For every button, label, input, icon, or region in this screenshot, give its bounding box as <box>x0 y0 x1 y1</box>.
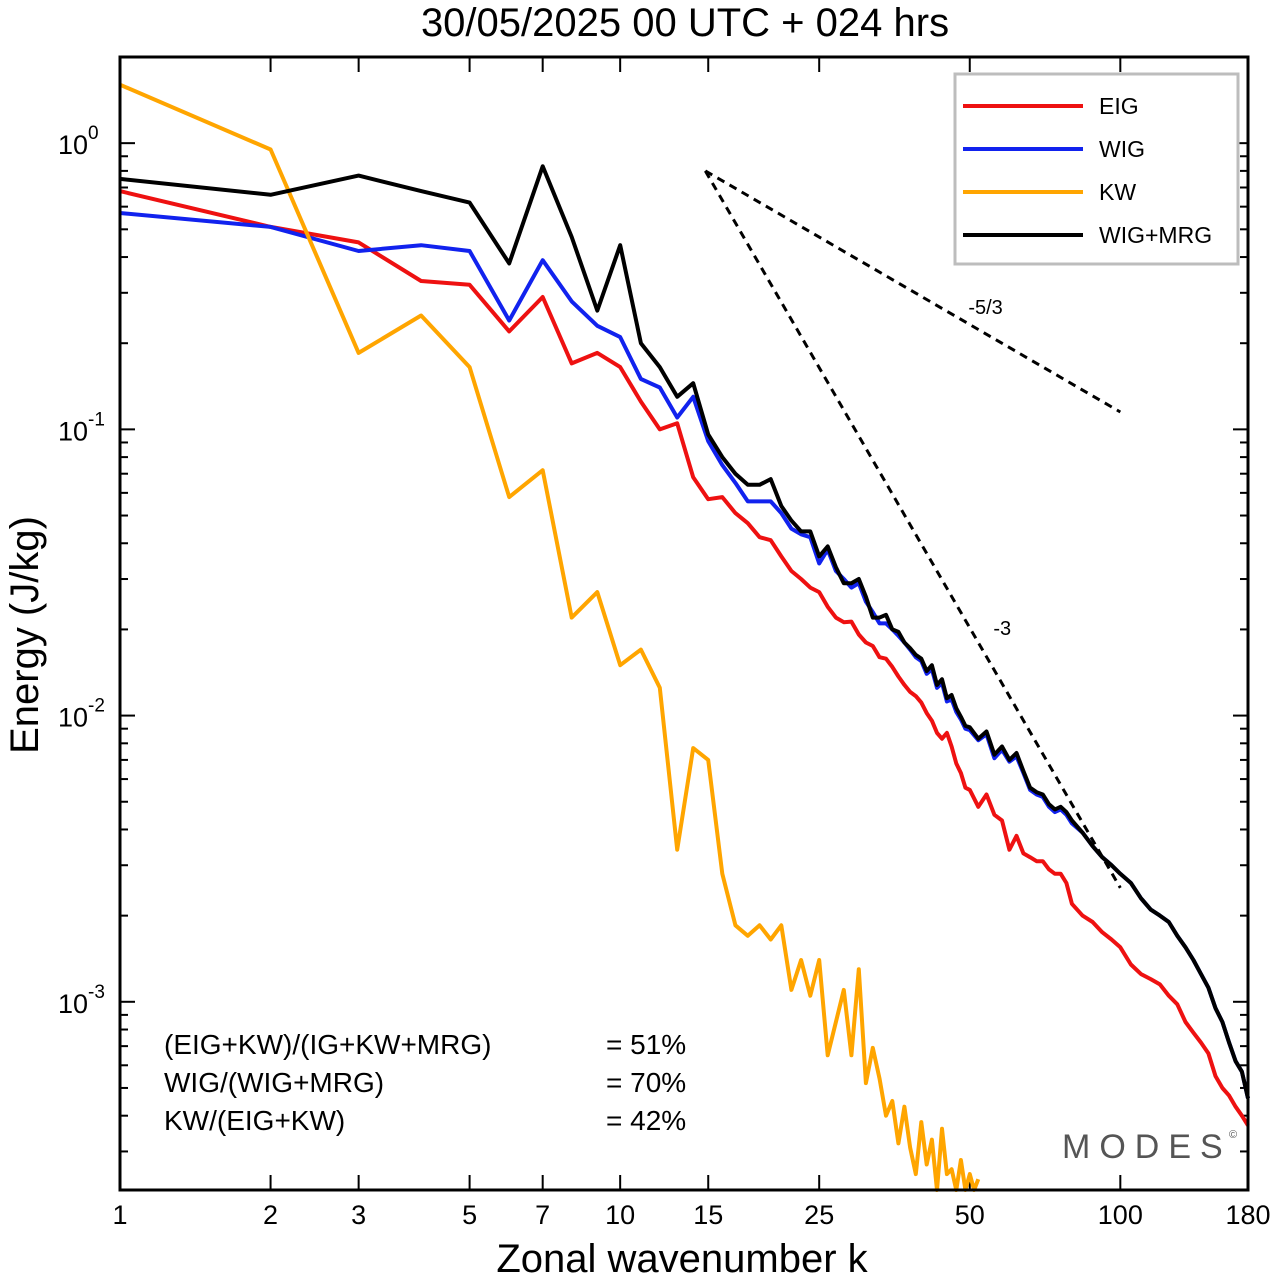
ratio-label: WIG/(WIG+MRG) <box>164 1067 384 1098</box>
x-tick-label: 7 <box>535 1200 550 1230</box>
series-line-eig <box>119 189 1250 1127</box>
y-tick-label: 10 <box>58 130 88 160</box>
series-layer <box>119 82 1250 1192</box>
watermark: MODES© <box>1062 1128 1237 1166</box>
x-tick-label: 50 <box>955 1200 985 1230</box>
reference-slope-layer: -5/3 -3 <box>704 169 1122 889</box>
series-line-wig-mrg <box>119 164 1250 1099</box>
series-line-kw <box>119 82 981 1192</box>
reference-slope-label: -3 <box>993 618 1011 640</box>
copyright-mark: © <box>1229 1129 1237 1141</box>
legend: EIG WIG KW WIG+MRG <box>953 72 1240 266</box>
legend-label: EIG <box>1099 93 1139 119</box>
x-tick-label: 2 <box>263 1200 278 1230</box>
ratio-value: = 70% <box>606 1067 686 1098</box>
chart-title: 30/05/2025 00 UTC + 024 hrs <box>421 1 949 45</box>
ratio-value: = 42% <box>606 1105 686 1136</box>
series-line-wig <box>119 211 1250 1099</box>
legend-label: KW <box>1099 179 1136 205</box>
ratio-value: = 51% <box>606 1029 686 1060</box>
y-axis-label: Energy (J/kg) <box>3 516 47 754</box>
y-tick-label: 10 <box>58 989 88 1019</box>
ratio-annotations: (EIG+KW)/(IG+KW+MRG) = 51% WIG/(WIG+MRG) = … <box>164 1029 686 1136</box>
y-tick-exponent: -1 <box>88 409 105 430</box>
legend-label: WIG <box>1099 136 1145 162</box>
ratio-label: KW/(EIG+KW) <box>164 1105 345 1136</box>
ratio-label: (EIG+KW)/(IG+KW+MRG) <box>164 1029 491 1060</box>
x-axis-label: Zonal wavenumber k <box>496 1237 868 1281</box>
y-tick-exponent: 0 <box>88 123 99 144</box>
modes-logo-text: MODES <box>1062 1128 1232 1166</box>
legend-label: WIG+MRG <box>1099 222 1212 248</box>
x-tick-label: 10 <box>605 1200 635 1230</box>
reference-slope-label: -5/3 <box>968 297 1002 319</box>
x-tick-label: 15 <box>693 1200 723 1230</box>
reference-slope-line <box>704 170 1122 889</box>
x-tick-label: 3 <box>351 1200 366 1230</box>
x-tick-label: 100 <box>1098 1200 1143 1230</box>
y-tick-exponent: -3 <box>88 982 105 1003</box>
x-tick-label: 5 <box>462 1200 477 1230</box>
plot-frame <box>118 55 1250 1192</box>
reference-slope-line <box>704 169 1122 414</box>
y-tick-label: 10 <box>58 703 88 733</box>
y-tick-label: 10 <box>58 416 88 446</box>
x-tick-label: 180 <box>1225 1200 1270 1230</box>
x-tick-label: 1 <box>112 1200 127 1230</box>
x-tick-label: 25 <box>804 1200 834 1230</box>
y-tick-exponent: -2 <box>88 696 105 717</box>
